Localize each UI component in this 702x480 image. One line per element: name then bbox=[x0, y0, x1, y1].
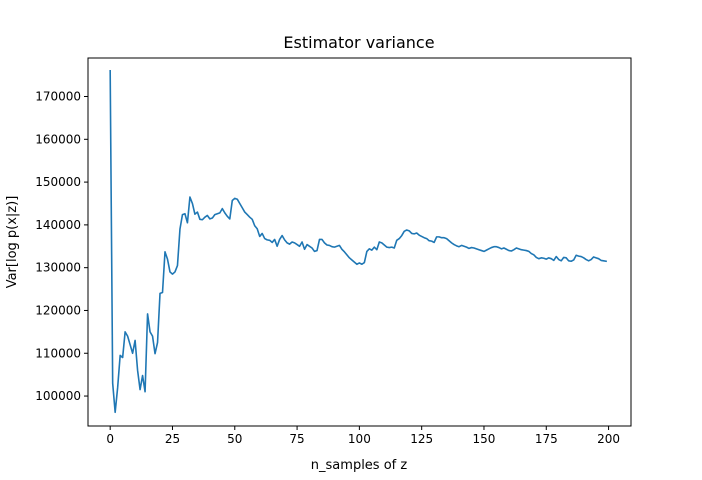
x-axis-label: n_samples of z bbox=[311, 458, 408, 473]
x-tick-label: 0 bbox=[106, 432, 114, 446]
y-tick-label: 170000 bbox=[35, 90, 81, 104]
y-axis-label-text: Var[log p(x|z)] bbox=[5, 196, 20, 289]
series-line-0 bbox=[109, 70, 608, 414]
y-tick-label: 140000 bbox=[35, 218, 81, 232]
y-tick-label: 160000 bbox=[35, 132, 81, 146]
x-tick-label: 200 bbox=[597, 432, 620, 446]
y-tick-label: 150000 bbox=[35, 175, 81, 189]
y-axis-label: Var[log p(x|z)] bbox=[5, 196, 20, 289]
x-tick-label: 75 bbox=[289, 432, 304, 446]
y-tick-label: 130000 bbox=[35, 261, 81, 275]
x-tick-label: 150 bbox=[473, 432, 496, 446]
x-tick-label: 50 bbox=[227, 432, 242, 446]
y-tick-label: 100000 bbox=[35, 389, 81, 403]
x-tick-label: 175 bbox=[535, 432, 558, 446]
x-tick-label: 25 bbox=[165, 432, 180, 446]
y-tick-label: 120000 bbox=[35, 303, 81, 317]
x-axis-label-text: n_samples of z bbox=[311, 458, 408, 473]
y-tick-label: 110000 bbox=[35, 346, 81, 360]
chart-title: Estimator variance bbox=[283, 33, 434, 52]
x-axis-ticks: 0 25 50 75 100 125 150 175 200 bbox=[106, 426, 620, 446]
y-axis-ticks: 100000 110000 120000 130000 140000 150000 1600… bbox=[35, 90, 88, 403]
x-tick-label: 100 bbox=[348, 432, 371, 446]
x-tick-label: 125 bbox=[410, 432, 433, 446]
